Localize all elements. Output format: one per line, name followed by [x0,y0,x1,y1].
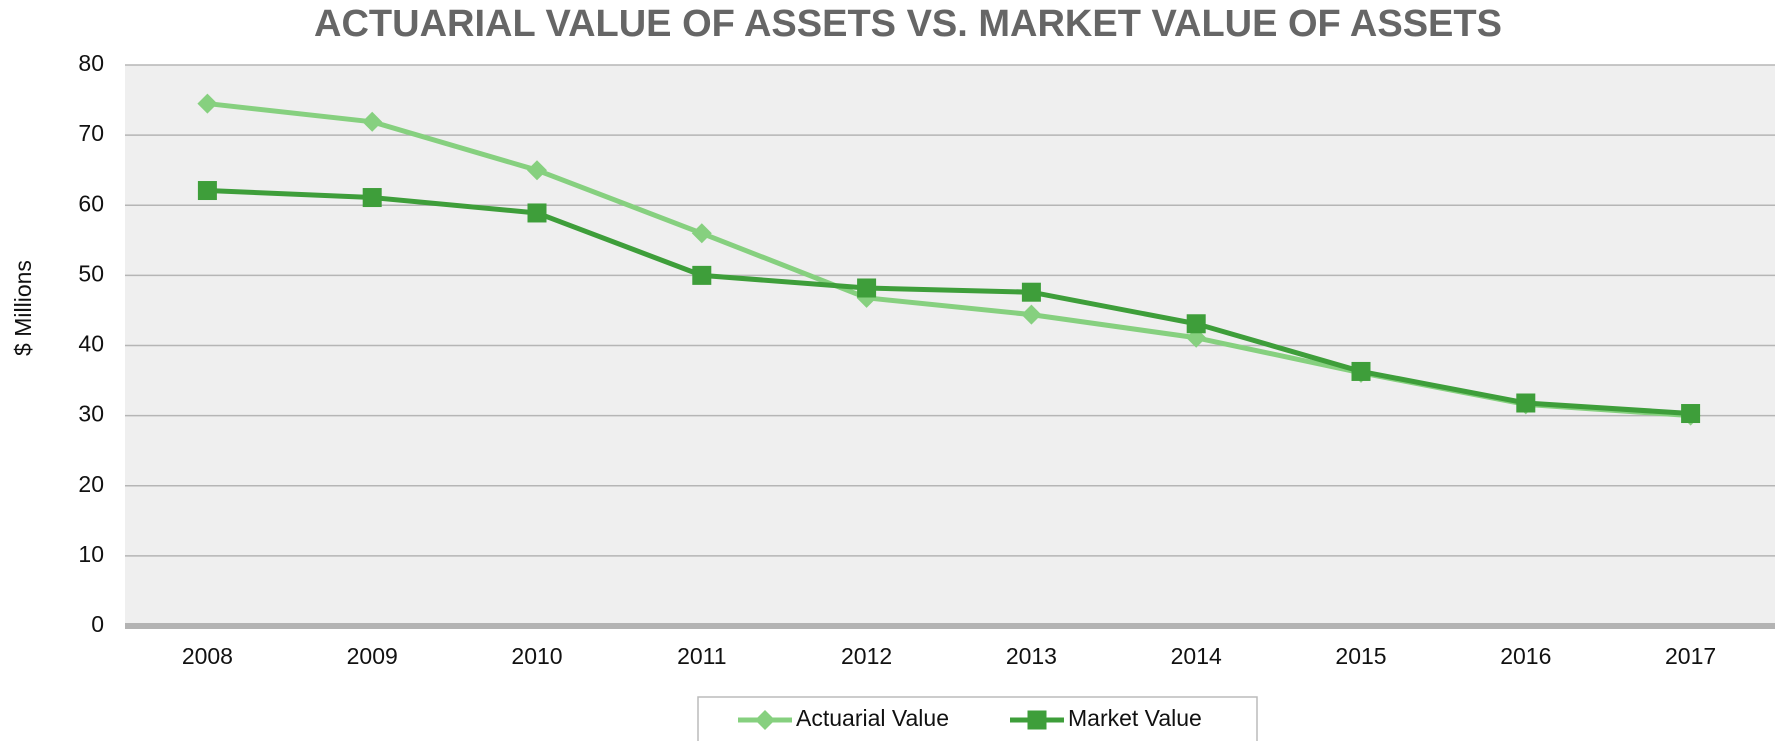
y-tick-label: 40 [78,331,104,357]
marker [857,278,877,298]
marker [755,710,775,730]
marker [1186,314,1206,334]
y-axis-label: $ Millions [10,260,36,356]
y-tick-label: 20 [78,471,104,497]
y-tick-label: 80 [78,50,104,76]
marker [1516,393,1536,413]
x-tick-label: 2014 [1171,643,1222,669]
y-tick-label: 30 [78,401,104,427]
marker [362,188,382,208]
marker [1351,361,1371,381]
series-line [207,188,1691,417]
marker [1021,282,1041,302]
marker [1021,304,1042,325]
marker [692,265,712,285]
x-tick-label: 2009 [347,643,398,669]
x-tick-label: 2008 [182,643,233,669]
x-tick-label: 2012 [841,643,892,669]
marker [1681,404,1701,424]
x-tick-label: 2011 [677,643,726,669]
x-tick-label: 2010 [511,643,562,669]
marker [197,93,218,114]
marker [197,181,217,201]
chart-title: ACTUARIAL VALUE OF ASSETS VS. MARKET VAL… [314,3,1502,45]
y-tick-label: 60 [78,190,104,216]
y-tick-label: 70 [78,120,104,146]
marker [691,223,712,244]
y-tick-label: 10 [78,541,104,567]
x-tick-label: 2013 [1006,643,1057,669]
y-tick-label: 50 [78,260,104,286]
marker [527,160,547,181]
legend-label: Market Value [1068,705,1202,731]
legend-label: Actuarial Value [796,705,949,731]
marker [362,111,383,132]
marker [527,203,547,223]
x-tick-label: 2017 [1665,643,1716,669]
x-tick-label: 2015 [1335,643,1386,669]
y-tick-label: 0 [91,611,104,637]
marker [1027,710,1047,730]
x-tick-label: 2016 [1500,643,1551,669]
